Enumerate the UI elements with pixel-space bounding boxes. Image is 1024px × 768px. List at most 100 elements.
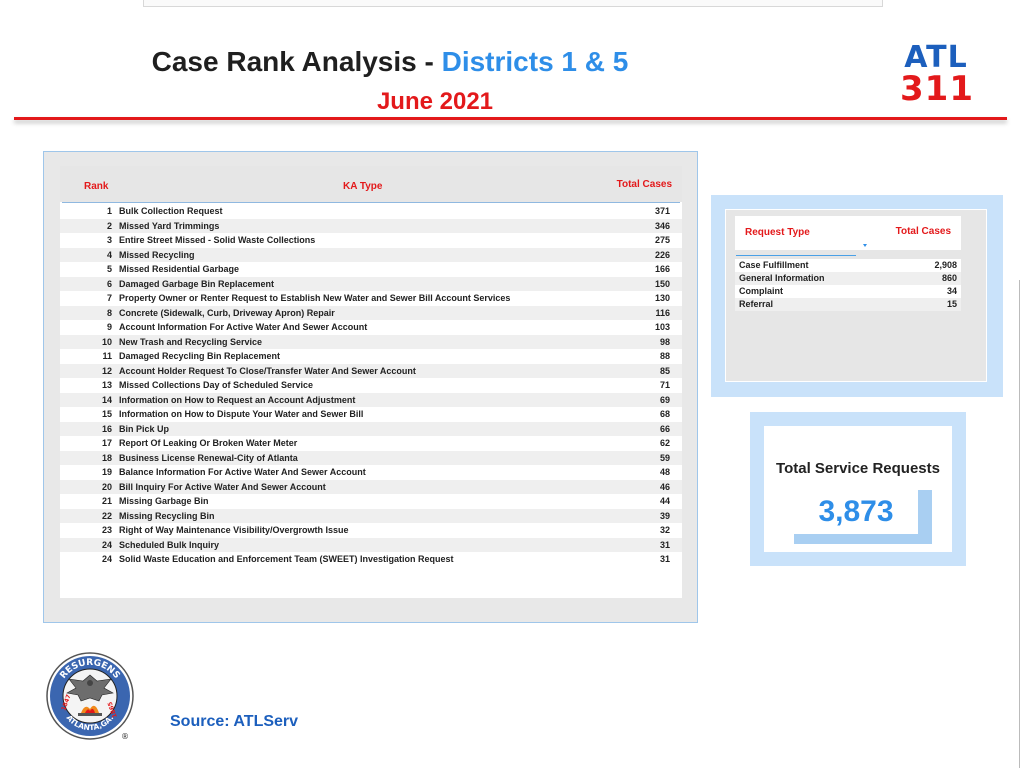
row-total-cases: 32 — [659, 525, 670, 535]
row-rank: 17 — [101, 438, 112, 448]
row-ka-type: Missed Recycling — [119, 249, 195, 260]
row-rank: 8 — [106, 307, 112, 318]
row-total-cases: 71 — [659, 380, 670, 390]
row-total-cases: 2,908 — [934, 260, 957, 270]
sort-caret-icon[interactable] — [863, 244, 867, 247]
atlanta-city-seal-icon: RESURGENS ATLANTA,GA. 1847 1865 ® — [46, 652, 134, 741]
table-row[interactable]: Case Fulfillment 2,908 — [735, 259, 961, 272]
row-total-cases: 62 — [659, 438, 670, 448]
header-underline — [62, 202, 680, 203]
case-rank-rows: 1 Bulk Collection Request 371 2 Missed Yard … — [60, 204, 682, 567]
row-total-cases: 66 — [659, 423, 670, 434]
row-rank: 1 — [106, 206, 112, 216]
header-ka-type[interactable]: KA Type — [343, 181, 383, 192]
header-rank[interactable]: Rank — [84, 181, 109, 192]
row-ka-type: Solid Waste Education and Enforcement Te… — [119, 554, 454, 564]
row-ka-type: Missed Residential Garbage — [119, 264, 240, 274]
table-row[interactable]: 7 Property Owner or Renter Request to Est… — [60, 291, 682, 306]
row-total-cases: 103 — [654, 322, 670, 332]
case-rank-header: Rank KA Type Total Cases — [60, 166, 682, 202]
row-request-type: Case Fulfillment — [739, 260, 809, 270]
row-total-cases: 226 — [654, 249, 670, 260]
row-rank: 23 — [101, 525, 112, 535]
row-total-cases: 371 — [654, 206, 670, 216]
table-row[interactable]: 21 Missing Garbage Bin 44 — [60, 494, 682, 509]
table-row[interactable]: 15 Information on How to Dispute Your Wat… — [60, 407, 682, 422]
row-total-cases: 166 — [654, 264, 670, 274]
table-row[interactable]: 17 Report Of Leaking Or Broken Water Mete… — [60, 436, 682, 451]
table-row[interactable]: 23 Right of Way Maintenance Visibility/Ov… — [60, 523, 682, 538]
logo-line-1: ATL — [904, 40, 968, 75]
row-rank: 24 — [101, 554, 112, 564]
row-total-cases: 31 — [659, 539, 670, 550]
row-total-cases: 46 — [659, 481, 670, 492]
table-row[interactable]: 14 Information on How to Request an Accou… — [60, 392, 682, 407]
row-rank: 21 — [101, 496, 112, 506]
row-ka-type: Bulk Collection Request — [119, 206, 223, 216]
row-total-cases: 85 — [659, 365, 670, 376]
table-row[interactable]: 9 Account Information For Active Water An… — [60, 320, 682, 335]
row-rank: 20 — [101, 481, 112, 492]
table-row[interactable]: 6 Damaged Garbage Bin Replacement 150 — [60, 276, 682, 291]
table-row[interactable]: 1 Bulk Collection Request 371 — [60, 204, 682, 219]
row-total-cases: 860 — [941, 273, 957, 283]
row-rank: 6 — [106, 278, 112, 289]
table-row[interactable]: General Information 860 — [735, 272, 961, 285]
table-row[interactable]: 20 Bill Inquiry For Active Water And Sewe… — [60, 479, 682, 494]
table-row[interactable]: 10 New Trash and Recycling Service 98 — [60, 334, 682, 349]
title-prefix: Case Rank Analysis - — [151, 46, 442, 77]
table-row[interactable]: 18 Business License Renewal-City of Atlan… — [60, 450, 682, 465]
case-rank-table: Rank KA Type Total Cases 1 Bulk Collectio… — [60, 166, 682, 598]
row-ka-type: Account Holder Request To Close/Transfer… — [119, 365, 416, 376]
row-total-cases: 34 — [946, 286, 957, 296]
header-total-cases[interactable]: Total Cases — [616, 179, 672, 190]
row-ka-type: Information on How to Request an Account… — [119, 394, 356, 405]
row-ka-type: Bill Inquiry For Active Water And Sewer … — [119, 481, 326, 492]
row-total-cases: 68 — [659, 409, 670, 419]
table-row[interactable]: 19 Balance Information For Active Water A… — [60, 465, 682, 480]
header-divider — [14, 117, 1007, 120]
table-row[interactable]: 22 Missing Recycling Bin 39 — [60, 508, 682, 523]
page-edge — [1019, 280, 1020, 768]
table-row[interactable]: 2 Missed Yard Trimmings 346 — [60, 218, 682, 233]
table-row[interactable]: 8 Concrete (Sidewalk, Curb, Driveway Apro… — [60, 305, 682, 320]
row-rank: 24 — [101, 539, 112, 550]
row-total-cases: 98 — [659, 336, 670, 347]
row-ka-type: Missing Recycling Bin — [119, 510, 215, 521]
header-total-cases[interactable]: Total Cases — [895, 226, 951, 237]
row-rank: 4 — [106, 249, 112, 260]
row-ka-type: Missing Garbage Bin — [119, 496, 209, 506]
row-total-cases: 48 — [659, 467, 670, 477]
table-row[interactable]: 11 Damaged Recycling Bin Replacement 88 — [60, 349, 682, 364]
row-ka-type: Balance Information For Active Water And… — [119, 467, 366, 477]
row-rank: 12 — [101, 365, 112, 376]
row-ka-type: Missed Collections Day of Scheduled Serv… — [119, 380, 314, 390]
row-rank: 14 — [101, 394, 112, 405]
header-request-type[interactable]: Request Type — [745, 227, 810, 238]
table-row[interactable]: 24 Scheduled Bulk Inquiry 31 — [60, 537, 682, 552]
row-rank: 7 — [106, 293, 112, 303]
row-rank: 10 — [101, 336, 112, 347]
row-ka-type: Account Information For Active Water And… — [119, 322, 368, 332]
row-total-cases: 150 — [654, 278, 670, 289]
row-total-cases: 69 — [659, 394, 670, 405]
table-row[interactable]: 12 Account Holder Request To Close/Transf… — [60, 363, 682, 378]
table-row[interactable]: 4 Missed Recycling 226 — [60, 247, 682, 262]
row-rank: 18 — [101, 452, 112, 463]
table-row[interactable]: 5 Missed Residential Garbage 166 — [60, 262, 682, 277]
row-ka-type: Business License Renewal-City of Atlanta — [119, 452, 298, 463]
row-total-cases: 44 — [659, 496, 670, 506]
table-row[interactable]: Referral 15 — [735, 298, 961, 311]
row-total-cases: 116 — [655, 307, 670, 318]
row-total-cases: 275 — [654, 235, 670, 245]
logo-line-2: 311 — [900, 68, 974, 109]
table-row[interactable]: 24 Solid Waste Education and Enforcement … — [60, 552, 682, 567]
table-row[interactable]: 3 Entire Street Missed - Solid Waste Coll… — [60, 233, 682, 248]
top-strip — [143, 0, 883, 7]
row-ka-type: Concrete (Sidewalk, Curb, Driveway Apron… — [119, 307, 335, 318]
table-row[interactable]: 16 Bin Pick Up 66 — [60, 421, 682, 436]
table-row[interactable]: Complaint 34 — [735, 285, 961, 298]
row-total-cases: 59 — [659, 452, 670, 463]
row-ka-type: New Trash and Recycling Service — [119, 336, 263, 347]
table-row[interactable]: 13 Missed Collections Day of Scheduled Se… — [60, 378, 682, 393]
